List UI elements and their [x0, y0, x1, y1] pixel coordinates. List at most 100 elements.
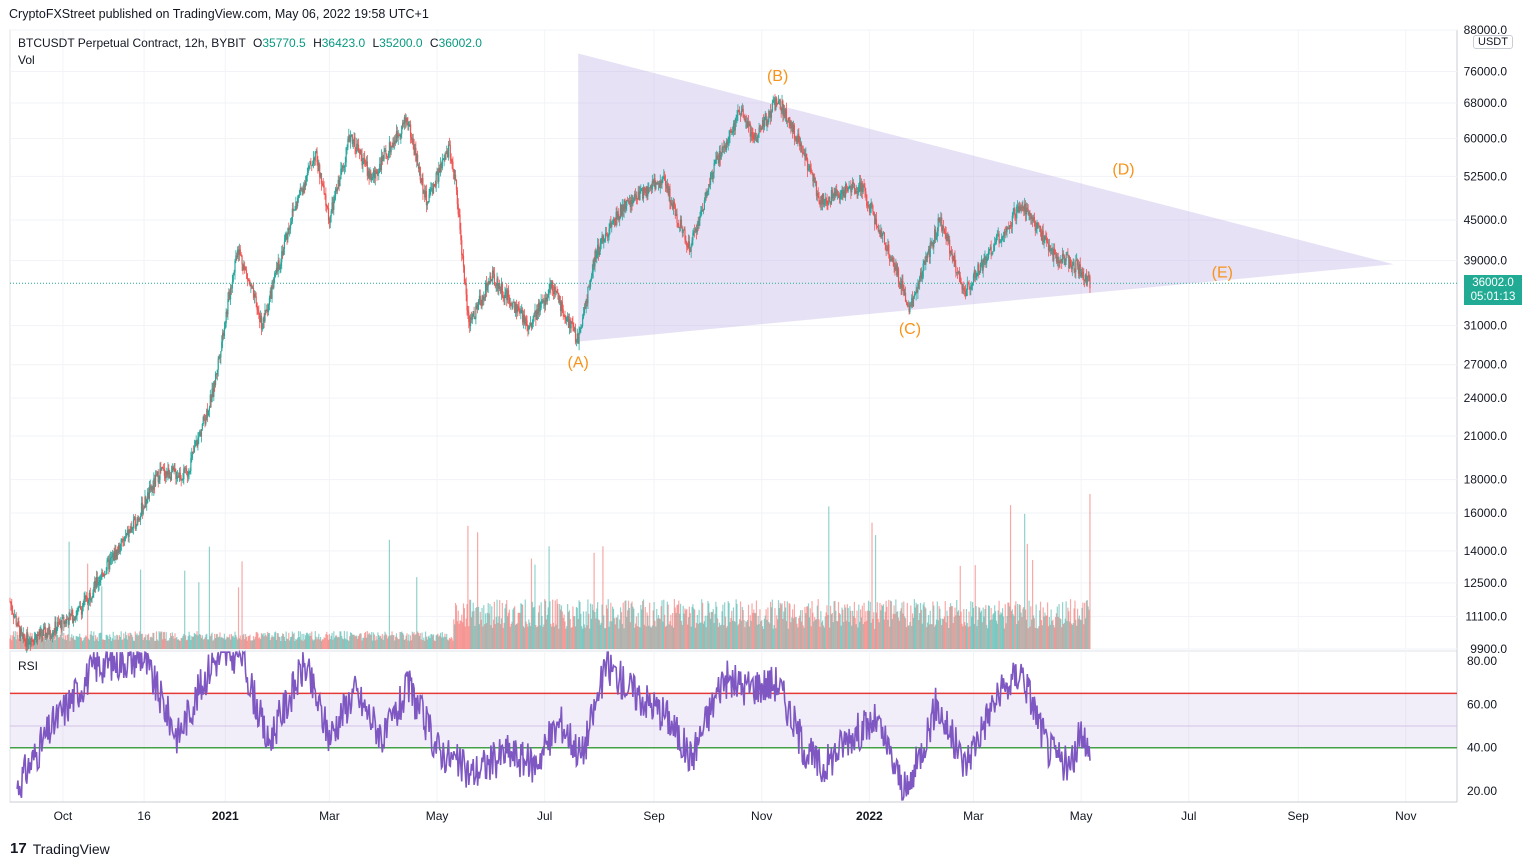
volume-bar	[695, 622, 698, 649]
candle-body	[559, 300, 562, 312]
volume-bar	[855, 624, 857, 649]
candle-body	[988, 249, 990, 252]
volume-bar	[619, 619, 621, 649]
volume-bar	[491, 606, 493, 649]
volume-bar	[453, 619, 455, 649]
volume-bar	[101, 586, 103, 649]
candle-body	[831, 189, 833, 199]
volume-bar	[710, 611, 713, 649]
candle-body	[319, 164, 321, 178]
candle-body	[751, 132, 753, 135]
volume-bar	[502, 627, 504, 649]
candle-body	[574, 327, 577, 343]
volume-bar	[455, 605, 458, 649]
candle-body	[184, 468, 186, 469]
candle-body	[198, 435, 200, 438]
wave-label[interactable]: (C)	[899, 321, 921, 338]
candle-body	[87, 599, 90, 604]
volume-bar	[956, 600, 958, 649]
candle-body	[780, 109, 782, 112]
volume-bar	[94, 635, 97, 649]
volume-bar	[317, 637, 319, 649]
candle-body	[689, 250, 691, 252]
volume-bar	[394, 636, 397, 649]
candle-body	[208, 407, 211, 411]
candle-body	[845, 184, 848, 189]
candle-body	[603, 240, 605, 242]
symbol-title[interactable]: BTCUSDT Perpetual Contract, 12h, BYBIT	[18, 36, 246, 50]
volume-bar	[879, 602, 881, 649]
wave-label[interactable]: (D)	[1112, 161, 1134, 178]
currency-selector[interactable]: USDT	[1473, 35, 1513, 49]
volume-bar	[532, 607, 534, 649]
candle-body	[464, 282, 466, 284]
rsi-line[interactable]	[16, 649, 1091, 801]
candle-body	[593, 260, 595, 267]
candle-body	[403, 116, 405, 125]
wave-label[interactable]: (B)	[767, 68, 788, 85]
volume-bar	[963, 609, 965, 649]
candle-body	[77, 608, 79, 611]
candle-body	[459, 214, 461, 230]
candle-body	[850, 185, 852, 193]
candle-body	[1015, 217, 1017, 219]
volume-bar	[246, 640, 248, 649]
volume-bar	[489, 604, 491, 649]
volume-bar	[650, 627, 653, 649]
volume-bar	[1072, 623, 1074, 649]
volume-bar	[417, 631, 419, 649]
volume-bar	[790, 622, 792, 649]
volume-bar	[735, 599, 737, 649]
volume-bar	[861, 605, 863, 649]
volume-bar	[316, 639, 318, 649]
candle-body	[703, 200, 705, 210]
candle-body	[156, 471, 158, 476]
volume-bar	[377, 632, 379, 649]
wave-label[interactable]: (A)	[568, 355, 589, 372]
volume-bar	[937, 620, 939, 649]
rsi-label[interactable]: RSI	[18, 659, 39, 673]
volume-bar	[320, 640, 323, 649]
volume-bar	[962, 626, 964, 649]
volume-bar	[981, 622, 983, 649]
volume-bar	[912, 617, 915, 649]
candle-body	[402, 122, 405, 125]
volume-bar	[30, 636, 32, 649]
volume-bar	[859, 621, 861, 649]
candle-body	[619, 204, 622, 219]
volume-bar	[103, 639, 106, 649]
volume-bar	[564, 621, 566, 649]
volume-bar	[33, 640, 35, 649]
volume-bar	[176, 636, 178, 649]
candle-body	[1067, 254, 1069, 256]
candle-body	[934, 229, 936, 240]
volume-bar	[480, 619, 482, 649]
candle-body	[205, 417, 207, 424]
candle-body	[601, 235, 603, 240]
volume-bar	[560, 605, 563, 649]
volume-bar	[674, 607, 676, 649]
symmetrical-triangle[interactable]	[578, 53, 1394, 342]
candle-body	[1061, 259, 1063, 263]
candle-body	[72, 618, 75, 623]
volume-bar	[87, 563, 89, 649]
candle-body	[229, 291, 231, 300]
candle-body	[241, 255, 243, 265]
volume-bar	[462, 603, 465, 649]
wave-label[interactable]: (E)	[1212, 265, 1233, 282]
candle-body	[702, 209, 704, 212]
candle-body	[758, 127, 760, 134]
volume-bar	[525, 621, 527, 649]
footer-brand[interactable]: 17 TradingView	[10, 840, 110, 857]
candle-body	[1008, 228, 1010, 230]
volume-label[interactable]: Vol	[18, 53, 35, 67]
candle-body	[813, 176, 815, 182]
volume-bar	[35, 637, 38, 649]
volume-bar	[468, 626, 470, 649]
volume-bar	[1037, 628, 1039, 649]
candle-body	[995, 236, 998, 242]
candle-body	[597, 244, 599, 254]
candle-body	[172, 466, 174, 470]
volume-bar	[210, 634, 212, 649]
